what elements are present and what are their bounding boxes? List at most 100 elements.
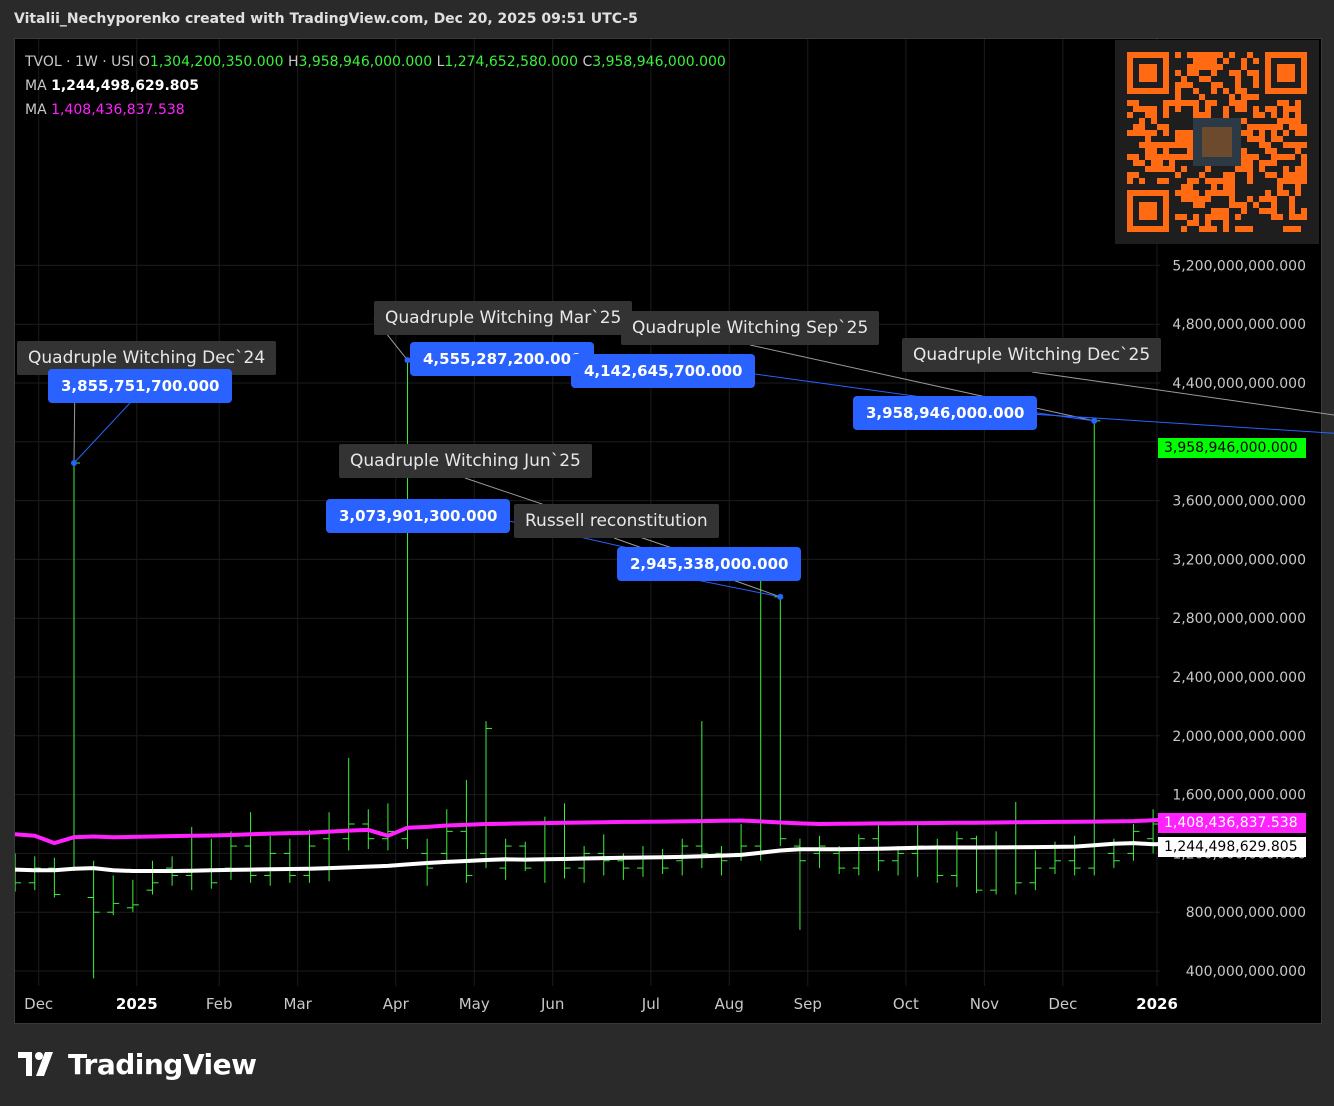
qr-module — [1175, 190, 1181, 196]
annotation-title[interactable]: Quadruple Witching Mar`25 — [374, 301, 633, 335]
qr-module — [1145, 106, 1151, 112]
qr-module — [1205, 52, 1211, 58]
qr-module — [1193, 220, 1199, 226]
tradingview-logo[interactable]: TradingView — [18, 1044, 257, 1084]
qr-module — [1163, 106, 1169, 112]
ohlc-bar — [1029, 850, 1042, 891]
ohlc-bar — [1324, 817, 1334, 839]
ohlc-bar — [813, 835, 826, 869]
qr-module — [1181, 184, 1187, 190]
qr-module — [1271, 148, 1277, 154]
legend-ma-slow-row[interactable]: MA 1,408,436,837.538 — [25, 98, 726, 122]
ohlc-bar — [558, 803, 571, 879]
qr-module — [1259, 208, 1265, 214]
qr-module — [1199, 52, 1205, 58]
ohlc-bar — [715, 846, 728, 876]
qr-module — [1247, 130, 1253, 136]
ohlc-bar — [107, 875, 120, 916]
qr-module — [1259, 160, 1265, 166]
qr-module — [1295, 142, 1301, 148]
qr-module — [1253, 82, 1259, 88]
qr-module — [1295, 124, 1301, 130]
qr-module — [1277, 124, 1283, 130]
qr-module — [1277, 100, 1283, 106]
qr-module — [1151, 118, 1157, 124]
ohlc-bar — [264, 835, 277, 886]
y-tick-label: 4,400,000,000.000 — [1172, 376, 1306, 392]
qr-module — [1127, 100, 1133, 106]
annotation-point — [71, 460, 77, 467]
qr-finder-core — [1139, 202, 1157, 220]
qr-module — [1301, 208, 1307, 214]
ohlc-bar — [656, 848, 669, 874]
annotation-value-label[interactable]: 3,958,946,000.000 — [853, 396, 1038, 430]
qr-module — [1217, 64, 1223, 70]
qr-module — [1127, 178, 1133, 184]
annotation-value-label[interactable]: 4,142,645,700.000 — [571, 354, 756, 388]
annotation-value-link — [73, 402, 131, 464]
qr-module — [1145, 142, 1151, 148]
ohlc-bar — [342, 757, 355, 851]
y-tick-label: 3,600,000,000.000 — [1172, 494, 1306, 510]
qr-module — [1253, 70, 1259, 76]
x-tick-label: 2025 — [116, 995, 158, 1013]
ohlc-bar — [990, 831, 1003, 895]
qr-module — [1265, 208, 1271, 214]
qr-module — [1295, 184, 1301, 190]
qr-module — [1247, 124, 1253, 130]
annotation-title[interactable]: Quadruple Witching Jun`25 — [339, 444, 592, 478]
qr-module — [1283, 172, 1289, 178]
annotation-value-label[interactable]: 3,855,751,700.000 — [48, 369, 233, 403]
qr-module — [1235, 70, 1241, 76]
qr-module — [1223, 88, 1229, 94]
annotation-value-label[interactable]: 3,073,901,300.000 — [326, 499, 511, 533]
qr-module — [1157, 142, 1163, 148]
qr-module — [1283, 118, 1289, 124]
y-tick-label: 2,400,000,000.000 — [1172, 670, 1306, 686]
annotation-title[interactable]: Quadruple Witching Dec`25 — [902, 338, 1162, 372]
qr-module — [1289, 214, 1295, 220]
ohlc-bar — [28, 856, 41, 891]
qr-module — [1241, 64, 1247, 70]
qr-module — [1157, 166, 1163, 172]
qr-module — [1187, 52, 1193, 58]
qr-module — [1253, 76, 1259, 82]
qr-module — [1247, 52, 1253, 58]
qr-module — [1247, 178, 1253, 184]
qr-module — [1193, 100, 1199, 106]
legend-symbol[interactable]: TVOL · 1W · USI — [25, 54, 135, 70]
qr-module — [1241, 100, 1247, 106]
qr-module — [1217, 190, 1223, 196]
qr-module — [1145, 166, 1151, 172]
ohlc-bar — [146, 860, 159, 895]
qr-module — [1271, 124, 1277, 130]
qr-module — [1163, 154, 1169, 160]
ohlc-bar — [950, 831, 963, 888]
annotation-title[interactable]: Quadruple Witching Sep`25 — [621, 311, 880, 345]
x-tick-label: Dec — [1048, 995, 1077, 1013]
annotation-title[interactable]: Russell reconstitution — [514, 504, 719, 538]
qr-module — [1229, 100, 1235, 106]
qr-module — [1187, 154, 1193, 160]
qr-module — [1181, 214, 1187, 220]
last-price-tag: 3,958,946,000.000 — [1158, 437, 1306, 458]
qr-module — [1265, 106, 1271, 112]
qr-module — [1199, 112, 1205, 118]
qr-module — [1271, 106, 1277, 112]
qr-module — [1277, 118, 1283, 124]
qr-module — [1235, 76, 1241, 82]
qr-module — [1259, 196, 1265, 202]
qr-module — [1259, 130, 1265, 136]
qr-module — [1301, 214, 1307, 220]
legend-ma-fast-row[interactable]: MA 1,244,498,629.805 — [25, 74, 726, 98]
annotation-title-link — [1031, 371, 1334, 416]
ohlc-bar — [87, 860, 100, 979]
ohlc-bar — [244, 812, 257, 883]
qr-module — [1247, 94, 1253, 100]
qr-module — [1241, 166, 1247, 172]
annotation-value-label[interactable]: 2,945,338,000.000 — [617, 547, 802, 581]
annotation-value-label[interactable]: 4,555,287,200.000 — [410, 342, 595, 376]
qr-module — [1229, 172, 1235, 178]
qr-module — [1253, 124, 1259, 130]
